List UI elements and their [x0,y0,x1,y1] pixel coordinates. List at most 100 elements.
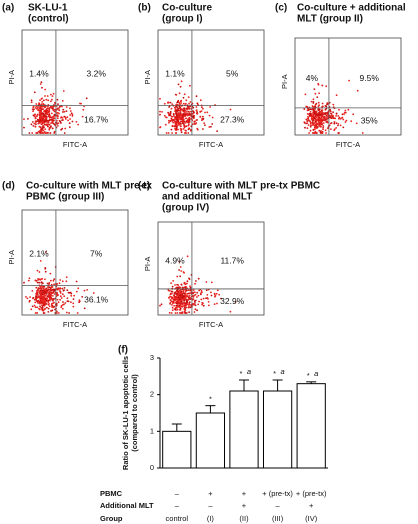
event-dot [44,88,47,91]
event-dot [66,289,69,292]
event-dot [33,108,35,111]
quadrant-value: 2.1% [29,248,49,258]
event-dot [171,120,174,122]
event-dot [191,112,194,115]
event-dot [341,116,344,119]
event-dot [56,108,59,111]
event-dot [318,108,321,111]
event-dot [41,112,44,114]
event-dot [41,304,44,307]
event-dot [218,293,221,296]
quadrant-value: 5% [226,68,239,78]
event-dot [207,301,210,303]
event-dot [325,105,328,108]
event-dot [43,290,46,292]
event-dot [78,301,80,304]
event-dot [167,132,170,134]
event-dot [63,287,66,289]
event-dot [42,108,45,110]
event-dot [163,114,166,117]
event-dot [174,118,177,121]
event-dot [49,132,52,134]
event-dot [73,294,75,297]
event-dot [188,277,190,280]
event-dot [47,307,50,310]
event-dot [45,117,48,120]
event-dot [40,291,43,294]
event-dot [78,299,81,302]
event-dot [229,108,232,111]
y-axis-label: PI-A [280,74,289,89]
event-dot [312,132,315,134]
event-dot [34,117,37,120]
event-dot [332,114,334,117]
event-dot [312,105,314,108]
event-dot [36,281,39,284]
event-dot [56,294,59,297]
event-dot [34,279,37,282]
event-dot [48,116,51,119]
event-dot [325,132,327,134]
panel-title: PBMC (group III) [26,192,104,203]
event-dot [313,108,316,110]
event-dot [186,301,188,304]
event-dot [171,309,174,311]
event-dot [345,119,348,122]
quadrant-value: 27.3% [220,115,245,125]
event-dot [309,120,311,123]
event-dot [211,116,214,119]
event-dot [186,280,189,283]
event-dot [40,81,43,84]
event-dot [35,103,38,105]
event-dot [183,281,186,284]
event-dot [194,302,196,304]
panel-title: SK-LU-1 [28,3,68,14]
event-dot [178,92,181,95]
event-dot [56,120,58,122]
event-dot [174,312,177,314]
event-dot [179,275,182,278]
event-dot [82,108,85,111]
event-dot [173,115,176,118]
y-tick-label: 0 [150,463,154,472]
event-dot [62,293,64,296]
event-dot [69,114,71,116]
event-dot [330,115,333,117]
event-dot [49,106,51,109]
event-dot [194,120,196,123]
event-dot [83,307,86,310]
event-dot [69,110,72,112]
event-dot [47,99,50,102]
bar [195,412,226,469]
event-dot [42,287,45,290]
event-dot [39,131,42,133]
event-dot [39,110,41,112]
event-dot [174,299,177,301]
event-dot [179,292,181,295]
event-dot [308,113,310,116]
event-dot [194,282,197,285]
event-dot [37,130,40,133]
event-dot [183,126,186,129]
event-dot [195,106,198,108]
event-dot [68,126,71,129]
event-dot [23,118,25,120]
event-dot [50,125,52,127]
event-dot [39,99,41,101]
event-dot [27,279,30,282]
event-dot [310,115,313,118]
table-cell: – [175,489,180,498]
event-dot [175,112,177,115]
event-dot [36,306,39,309]
event-dot [47,288,50,291]
event-dot [48,305,51,308]
event-dot [52,92,55,95]
event-dot [174,122,177,125]
event-dot [198,300,201,303]
event-dot [39,115,42,118]
event-dot [36,312,38,314]
event-dot [45,115,47,117]
event-dot [25,296,27,298]
event-dot [325,121,328,123]
